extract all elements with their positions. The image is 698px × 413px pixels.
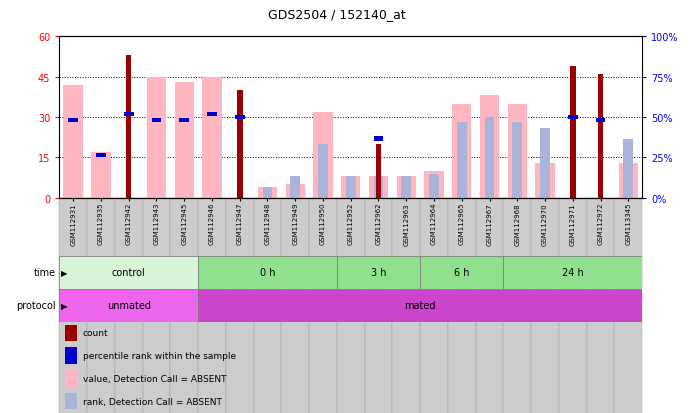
- Bar: [65, 325, 77, 341]
- Bar: [59, 289, 198, 322]
- Bar: [318, 145, 328, 198]
- Bar: [174, 83, 194, 198]
- Bar: [309, 198, 337, 413]
- Bar: [198, 256, 337, 289]
- Bar: [364, 198, 392, 413]
- Bar: [618, 163, 638, 198]
- Bar: [147, 77, 166, 198]
- Bar: [457, 123, 467, 198]
- Bar: [207, 113, 217, 117]
- Text: ▶: ▶: [61, 301, 67, 310]
- Bar: [170, 198, 198, 413]
- Bar: [484, 118, 494, 198]
- Text: value, Detection Call = ABSENT: value, Detection Call = ABSENT: [82, 374, 226, 383]
- Bar: [290, 177, 300, 198]
- Bar: [392, 198, 420, 413]
- Text: time: time: [34, 268, 56, 278]
- Text: count: count: [82, 329, 108, 337]
- Bar: [262, 188, 272, 198]
- Bar: [531, 198, 559, 413]
- Bar: [623, 139, 633, 198]
- Bar: [337, 256, 420, 289]
- Bar: [115, 198, 142, 413]
- Bar: [202, 77, 222, 198]
- Bar: [226, 198, 253, 413]
- Bar: [59, 198, 87, 413]
- Bar: [151, 119, 161, 122]
- Bar: [568, 116, 578, 120]
- Bar: [540, 128, 550, 198]
- Text: percentile rank within the sample: percentile rank within the sample: [82, 351, 236, 360]
- Bar: [285, 185, 305, 198]
- Bar: [503, 256, 642, 289]
- Bar: [424, 171, 444, 198]
- Bar: [614, 198, 642, 413]
- Bar: [253, 198, 281, 413]
- Bar: [198, 289, 642, 322]
- Bar: [87, 198, 115, 413]
- Bar: [559, 198, 586, 413]
- Text: GDS2504 / 152140_at: GDS2504 / 152140_at: [268, 8, 406, 21]
- Bar: [281, 198, 309, 413]
- Bar: [570, 66, 576, 198]
- Bar: [512, 123, 522, 198]
- Text: 24 h: 24 h: [562, 268, 584, 278]
- Text: protocol: protocol: [16, 301, 56, 311]
- Bar: [448, 198, 475, 413]
- Bar: [258, 188, 277, 198]
- Bar: [376, 145, 381, 198]
- Text: rank, Detection Call = ABSENT: rank, Detection Call = ABSENT: [82, 397, 221, 406]
- Bar: [235, 116, 244, 120]
- Bar: [124, 113, 133, 117]
- Bar: [68, 119, 78, 122]
- Bar: [429, 174, 439, 198]
- Bar: [65, 370, 77, 387]
- Bar: [142, 198, 170, 413]
- Bar: [401, 177, 411, 198]
- Text: mated: mated: [404, 301, 436, 311]
- Bar: [64, 85, 83, 198]
- Text: 6 h: 6 h: [454, 268, 470, 278]
- Bar: [452, 104, 471, 198]
- Bar: [373, 137, 383, 141]
- Bar: [346, 177, 355, 198]
- Bar: [373, 177, 383, 198]
- Bar: [59, 256, 198, 289]
- Bar: [597, 75, 603, 198]
- Bar: [420, 256, 503, 289]
- Bar: [198, 198, 226, 413]
- Bar: [65, 348, 77, 364]
- Bar: [503, 198, 531, 413]
- Bar: [369, 177, 388, 198]
- Bar: [91, 152, 111, 198]
- Text: 3 h: 3 h: [371, 268, 386, 278]
- Bar: [337, 198, 364, 413]
- Bar: [313, 112, 333, 198]
- Bar: [586, 198, 614, 413]
- Bar: [535, 163, 555, 198]
- Bar: [480, 96, 499, 198]
- Text: ▶: ▶: [61, 268, 67, 277]
- Text: unmated: unmated: [107, 301, 151, 311]
- Bar: [475, 198, 503, 413]
- Bar: [96, 153, 106, 157]
- Bar: [179, 119, 189, 122]
- Bar: [396, 177, 416, 198]
- Bar: [65, 393, 77, 409]
- Bar: [341, 177, 360, 198]
- Bar: [507, 104, 527, 198]
- Bar: [126, 56, 131, 198]
- Bar: [420, 198, 448, 413]
- Text: control: control: [112, 268, 146, 278]
- Bar: [595, 119, 605, 122]
- Text: 0 h: 0 h: [260, 268, 275, 278]
- Bar: [237, 91, 242, 198]
